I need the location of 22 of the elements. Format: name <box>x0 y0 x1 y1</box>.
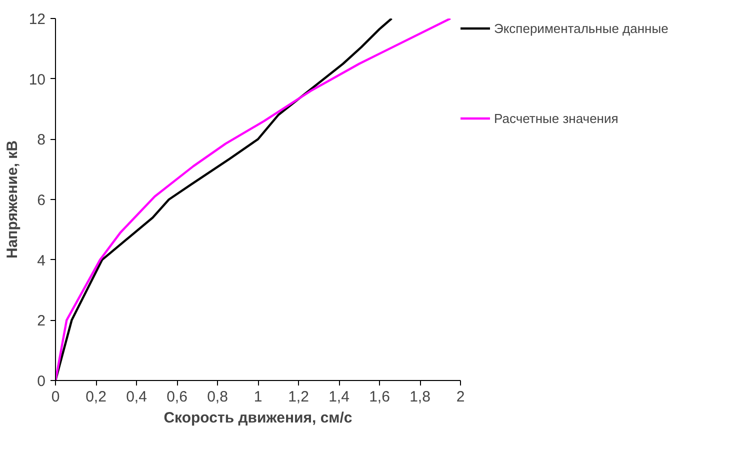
x-axis-title: Скорость движения, см/с <box>164 410 352 426</box>
y-tick-label: 12 <box>28 11 46 28</box>
x-tick-label: 0,4 <box>126 388 147 406</box>
y-tick-label: 8 <box>37 132 46 149</box>
x-tick-label: 1,2 <box>288 388 309 406</box>
x-tick-label: 1,6 <box>369 388 390 406</box>
x-tick-label: 1,8 <box>410 388 430 406</box>
y-tick-label: 4 <box>37 252 46 270</box>
x-tick-label: 1 <box>254 388 262 406</box>
x-tick-label: 0 <box>51 388 60 406</box>
x-tick-label: 0,6 <box>166 388 188 406</box>
y-tick-label: 10 <box>28 71 46 88</box>
legend-label: Экспериментальные данные <box>494 20 668 36</box>
x-tick-label: 0,2 <box>86 388 106 406</box>
y-tick-label: 0 <box>37 373 46 390</box>
x-tick-label: 2 <box>456 388 465 406</box>
y-axis-title: Напряжение, кВ <box>4 140 21 259</box>
x-tick-label: 1,4 <box>328 388 350 406</box>
x-tick-label: 0,8 <box>207 388 228 406</box>
y-tick-label: 6 <box>37 192 46 209</box>
legend-label: Расчетные значения <box>494 110 618 126</box>
y-tick-label: 2 <box>37 312 46 330</box>
